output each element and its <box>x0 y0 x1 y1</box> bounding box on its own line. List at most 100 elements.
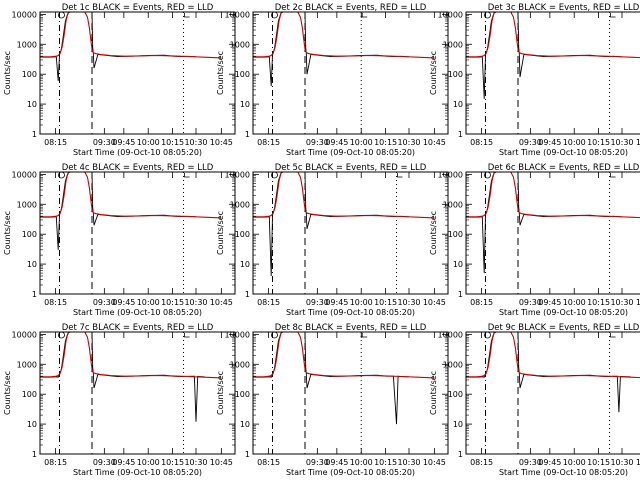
y-tick-label: 10 <box>27 100 37 109</box>
x-axis-label: Start Time (09-Oct-10 08:05:20) <box>286 468 415 477</box>
y-axis-label: Counts/sec <box>429 211 438 255</box>
x-tick-label: 10:00 <box>137 298 160 307</box>
series-line-lld <box>253 332 435 379</box>
x-tick-label: 10:30 <box>184 458 207 467</box>
x-tick-label: 08:15 <box>257 458 280 467</box>
y-tick-label: 10000 <box>12 10 37 19</box>
x-tick-label: 08:15 <box>257 138 280 147</box>
series-line-events <box>253 332 410 425</box>
y-tick-label: 100 <box>22 390 37 399</box>
plot-frame <box>465 11 640 135</box>
plot-frame <box>39 331 236 455</box>
x-tick-label: 10:15 <box>161 298 184 307</box>
y-tick-label: 1 <box>32 290 37 299</box>
x-tick-label: 08:15 <box>257 298 280 307</box>
y-tick-label: 100 <box>235 70 250 79</box>
plot-frame <box>465 171 640 295</box>
x-tick-label: 09:45 <box>325 458 348 467</box>
x-tick-label: 09:45 <box>112 138 135 147</box>
x-tick-label: 10:00 <box>350 298 373 307</box>
x-tick-label: 10:00 <box>350 458 373 467</box>
y-tick-label: 1 <box>245 290 250 299</box>
marker-corner-glyph <box>184 13 190 18</box>
y-tick-label: 10000 <box>12 170 37 179</box>
x-tick-label: 10:00 <box>137 138 160 147</box>
y-tick-label: 10000 <box>225 170 250 179</box>
x-axis-label: Start Time (09-Oct-10 08:05:20) <box>499 148 628 157</box>
x-tick-label: 09:30 <box>519 458 542 467</box>
x-tick-label: 09:30 <box>93 298 116 307</box>
marker-corner-glyph <box>610 173 616 178</box>
panel-title: Det 3c BLACK = Events, RED = LLD <box>488 3 640 13</box>
x-tick-label: 10:00 <box>350 138 373 147</box>
y-tick-label: 1 <box>458 290 463 299</box>
x-tick-label: 09:45 <box>538 298 561 307</box>
x-tick-label: 10:15 <box>374 298 397 307</box>
y-tick-label: 1000 <box>443 360 463 369</box>
x-tick-label: 10:30 <box>610 458 633 467</box>
y-tick-label: 10 <box>27 260 37 269</box>
x-tick-label: 10:45 <box>210 138 233 147</box>
y-tick-label: 1 <box>32 450 37 459</box>
series-line-events <box>40 332 205 422</box>
y-tick-label: 10 <box>453 260 463 269</box>
x-tick-label: 09:45 <box>538 458 561 467</box>
y-tick-label: 1000 <box>230 40 250 49</box>
y-tick-label: 10000 <box>438 330 463 339</box>
series-line-lld <box>40 332 222 379</box>
x-tick-label: 10:45 <box>423 138 446 147</box>
y-tick-label: 1 <box>458 130 463 139</box>
x-tick-label: 10:15 <box>587 458 610 467</box>
x-axis-label: Start Time (09-Oct-10 08:05:20) <box>73 468 202 477</box>
series-line-lld <box>253 12 435 59</box>
marker-corner-glyph <box>361 13 368 18</box>
x-tick-label: 10:15 <box>374 138 397 147</box>
y-tick-label: 1 <box>458 450 463 459</box>
y-axis-label: Counts/sec <box>3 371 12 415</box>
x-tick-label: 09:45 <box>325 138 348 147</box>
x-tick-label: 10:45 <box>636 138 640 147</box>
marker-corner-glyph <box>184 333 190 338</box>
series-line-events <box>40 172 197 250</box>
x-tick-label: 08:15 <box>470 138 493 147</box>
x-tick-label: 10:30 <box>610 298 633 307</box>
x-tick-label: 09:30 <box>306 458 329 467</box>
y-tick-label: 10 <box>240 100 250 109</box>
x-tick-label: 10:15 <box>587 298 610 307</box>
x-tick-label: 10:15 <box>374 458 397 467</box>
x-tick-label: 10:45 <box>210 298 233 307</box>
y-tick-label: 10000 <box>225 330 250 339</box>
x-axis-label: Start Time (09-Oct-10 08:05:20) <box>499 468 628 477</box>
y-tick-label: 1 <box>245 450 250 459</box>
marker-corner-glyph <box>610 333 616 338</box>
x-axis-label: Start Time (09-Oct-10 08:05:20) <box>73 308 202 317</box>
y-axis-label: Counts/sec <box>3 211 12 255</box>
x-axis-label: Start Time (09-Oct-10 08:05:20) <box>499 308 628 317</box>
y-tick-label: 100 <box>448 230 463 239</box>
y-tick-label: 10 <box>453 420 463 429</box>
x-tick-label: 10:30 <box>397 298 420 307</box>
plot-frame <box>465 331 640 455</box>
plot-frame <box>39 11 236 135</box>
x-tick-label: 10:45 <box>423 458 446 467</box>
y-tick-label: 1000 <box>17 360 37 369</box>
x-tick-label: 10:30 <box>397 138 420 147</box>
panel-title: Det 4c BLACK = Events, RED = LLD <box>62 163 214 173</box>
series-line-lld <box>40 172 222 219</box>
x-tick-label: 09:30 <box>306 298 329 307</box>
plot-frame <box>252 171 449 295</box>
y-tick-label: 1000 <box>17 40 37 49</box>
y-tick-label: 10 <box>240 420 250 429</box>
y-axis-label: Counts/sec <box>3 51 12 95</box>
y-axis-label: Counts/sec <box>216 51 225 95</box>
plot-frame <box>39 171 236 295</box>
y-tick-label: 10000 <box>12 330 37 339</box>
series-line-lld <box>466 172 640 219</box>
x-tick-label: 10:00 <box>137 458 160 467</box>
x-tick-label: 10:00 <box>563 298 586 307</box>
